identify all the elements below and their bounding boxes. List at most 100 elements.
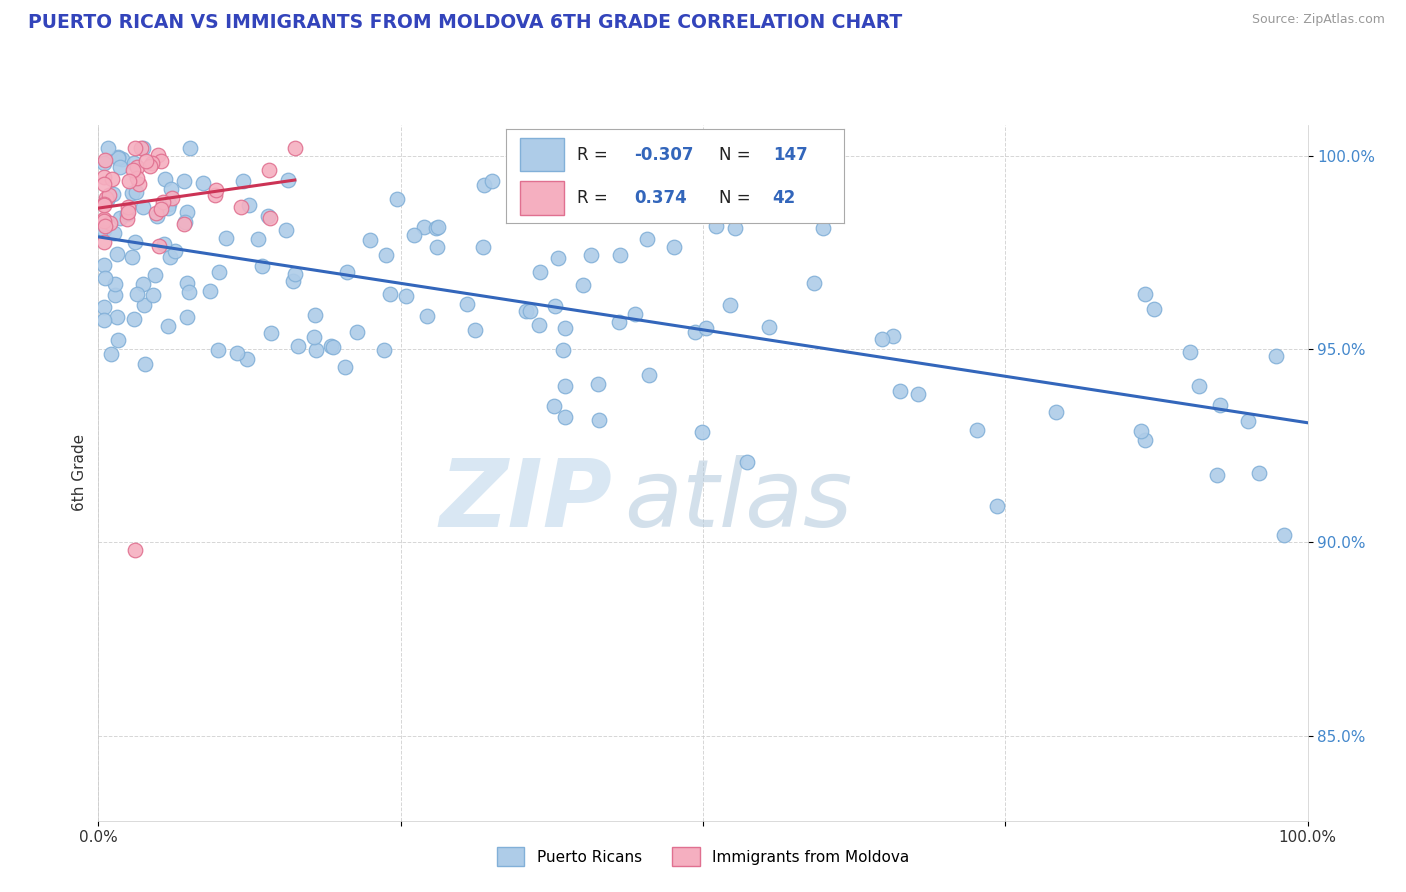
Point	[375, 248, 398, 262]
Point	[173, 173, 195, 187]
Point	[870, 332, 893, 346]
Point	[425, 221, 447, 235]
Point	[472, 178, 495, 193]
Point	[359, 233, 381, 247]
Point	[543, 400, 565, 414]
Point	[277, 173, 299, 187]
Point	[143, 268, 166, 282]
Point	[159, 182, 181, 196]
Point	[472, 240, 495, 254]
Point	[105, 310, 128, 324]
Point	[704, 219, 727, 234]
Point	[247, 232, 270, 246]
Text: N =: N =	[718, 145, 751, 163]
Point	[149, 202, 172, 216]
Point	[93, 300, 115, 314]
Point	[373, 343, 395, 357]
Point	[305, 343, 328, 358]
Point	[1272, 528, 1295, 542]
Point	[108, 160, 131, 174]
Point	[385, 192, 408, 206]
Point	[204, 183, 226, 197]
Point	[176, 276, 198, 290]
Y-axis label: 6th Grade: 6th Grade	[72, 434, 87, 511]
Point	[1264, 349, 1286, 363]
Point	[519, 304, 541, 318]
Point	[141, 156, 163, 170]
Point	[986, 499, 1008, 513]
Point	[236, 351, 259, 366]
Point	[193, 176, 215, 190]
Bar	[520, 181, 564, 215]
Point	[104, 277, 127, 292]
Point	[149, 154, 172, 169]
Point	[179, 141, 201, 155]
Point	[117, 200, 139, 214]
Point	[724, 221, 747, 235]
Point	[93, 211, 115, 226]
Text: 0.374: 0.374	[634, 189, 688, 207]
Point	[426, 220, 449, 235]
Point	[125, 286, 148, 301]
Point	[287, 338, 309, 352]
Point	[204, 188, 226, 202]
Point	[93, 198, 115, 212]
Point	[907, 386, 929, 401]
Point	[177, 285, 200, 300]
Point	[118, 174, 141, 188]
Text: 42: 42	[773, 189, 796, 207]
Point	[101, 186, 124, 201]
Point	[117, 206, 139, 220]
Point	[124, 235, 146, 249]
Point	[93, 235, 115, 250]
Point	[103, 227, 125, 241]
Point	[134, 357, 156, 371]
Point	[97, 141, 120, 155]
Point	[1133, 287, 1156, 301]
Point	[284, 267, 307, 281]
Point	[481, 174, 503, 188]
Text: ZIP: ZIP	[440, 455, 612, 547]
Point	[163, 244, 186, 259]
Point	[624, 306, 647, 320]
Text: atlas: atlas	[624, 455, 852, 546]
Point	[207, 265, 229, 279]
Point	[335, 265, 357, 279]
Point	[811, 221, 834, 235]
Point	[225, 345, 247, 359]
Point	[395, 289, 418, 303]
Point	[146, 148, 169, 162]
Point	[131, 277, 153, 292]
Point	[1142, 302, 1164, 317]
Point	[107, 333, 129, 347]
Point	[176, 204, 198, 219]
Point	[456, 297, 478, 311]
Point	[1188, 379, 1211, 393]
Point	[152, 236, 174, 251]
Point	[94, 271, 117, 285]
Point	[259, 211, 281, 225]
Point	[148, 238, 170, 252]
Point	[527, 318, 550, 333]
Point	[100, 347, 122, 361]
Point	[636, 232, 658, 246]
Point	[107, 246, 129, 260]
Point	[346, 325, 368, 339]
Point	[104, 287, 127, 301]
Point	[319, 339, 342, 353]
Point	[276, 223, 298, 237]
Point	[252, 259, 274, 273]
Point	[127, 160, 149, 174]
Point	[132, 141, 155, 155]
Point	[159, 196, 181, 211]
Point	[121, 163, 143, 178]
Point	[176, 310, 198, 325]
Point	[257, 209, 280, 223]
Point	[638, 368, 661, 383]
Point	[554, 410, 576, 425]
Text: Source: ZipAtlas.com: Source: ZipAtlas.com	[1251, 13, 1385, 27]
Point	[415, 310, 437, 324]
Point	[609, 248, 631, 262]
Point	[135, 153, 157, 168]
Point	[98, 188, 121, 202]
